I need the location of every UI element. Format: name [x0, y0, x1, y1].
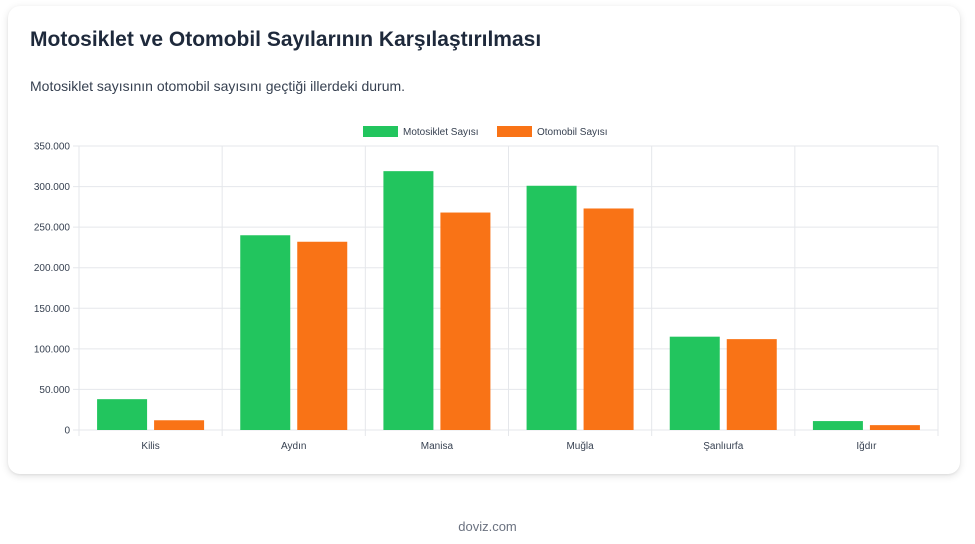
bar-motosiklet — [669, 336, 720, 430]
y-tick-label: 50.000 — [39, 385, 70, 396]
bar-otomobil — [154, 420, 205, 430]
y-tick-label: 200.000 — [34, 263, 71, 274]
legend-swatch-motosiklet — [363, 126, 398, 137]
x-tick-label: Muğla — [566, 441, 594, 452]
bar-motosiklet — [97, 399, 148, 430]
y-axis: 0 50.000 100.000 150.000 200.000 250.000 300.0… — [34, 142, 71, 437]
bar-chart: 0 50.000 100.000 150.000 200.000 250.000 300.0… — [34, 126, 939, 452]
page-subtitle: Motosiklet sayısının otomobil sayısını g… — [30, 78, 406, 94]
legend-swatch-otomobil — [497, 126, 532, 137]
bar-motosiklet — [526, 185, 577, 430]
chart-card: Motosiklet ve Otomobil Sayılarının Karşı… — [8, 6, 960, 474]
legend-label-motosiklet: Motosiklet Sayısı — [403, 127, 479, 138]
bar-otomobil — [869, 425, 920, 430]
bar-otomobil — [297, 241, 348, 430]
chart-grid — [73, 145, 939, 436]
bar-motosiklet — [240, 235, 291, 430]
x-tick-label: Manisa — [421, 441, 454, 452]
x-tick-label: Kilis — [141, 441, 159, 452]
chart-legend: Motosiklet Sayısı Otomobil Sayısı — [363, 126, 608, 138]
bar-motosiklet — [812, 421, 863, 430]
x-tick-label: Şanlıurfa — [703, 441, 743, 452]
bar-otomobil — [440, 212, 491, 430]
x-axis: Kilis Aydın Manisa Muğla Şanlıurfa Iğdır — [141, 441, 877, 452]
bar-otomobil — [726, 339, 777, 430]
y-tick-label: 300.000 — [34, 182, 71, 193]
bar-otomobil — [583, 208, 634, 430]
y-tick-label: 150.000 — [34, 304, 71, 315]
x-tick-label: Iğdır — [856, 441, 877, 452]
y-tick-label: 0 — [64, 426, 70, 437]
page-title: Motosiklet ve Otomobil Sayılarının Karşı… — [30, 28, 542, 51]
y-tick-label: 350.000 — [34, 142, 71, 153]
x-tick-label: Aydın — [281, 441, 306, 452]
chart-bars — [97, 171, 920, 430]
legend-label-otomobil: Otomobil Sayısı — [537, 127, 608, 138]
bar-motosiklet — [383, 171, 434, 430]
footer-brand: doviz.com — [458, 519, 517, 534]
y-tick-label: 100.000 — [34, 344, 71, 355]
y-tick-label: 250.000 — [34, 223, 71, 234]
